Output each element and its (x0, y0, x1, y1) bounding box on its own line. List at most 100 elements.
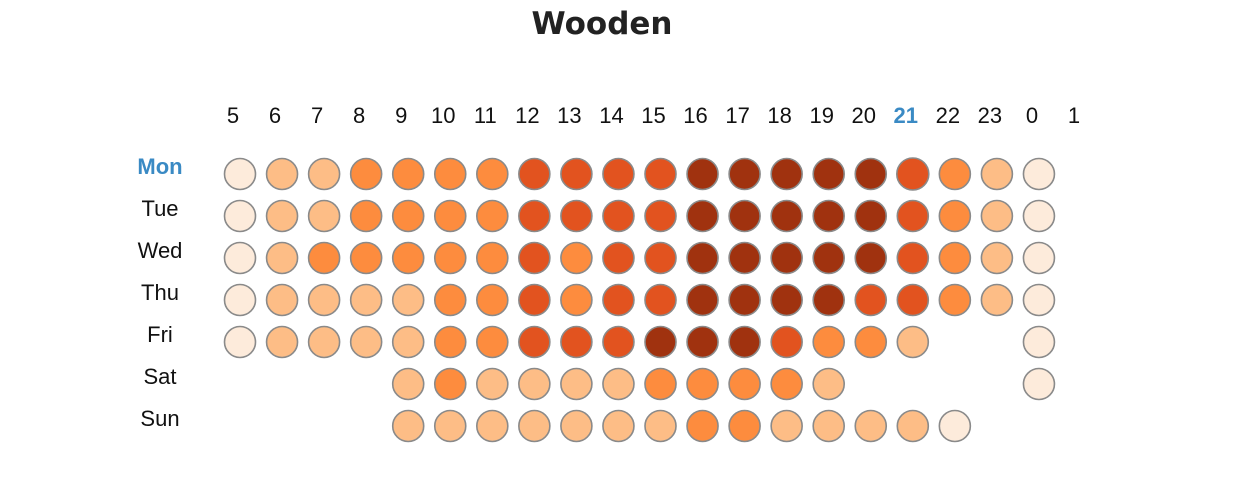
hour-axis: 5 6 7 8 9 10 11 12 13 14 15 16 17 18 19 20 21 22 23 0 1 (227, 103, 1080, 128)
hour-label-22: 22 (936, 103, 960, 128)
cell-fri-7 (307, 325, 341, 359)
cell-mon-14 (602, 157, 635, 191)
cell-wed-6 (265, 241, 299, 275)
cell-thu-18 (770, 283, 803, 317)
cell-sat-11 (475, 367, 509, 401)
cell-mon-0 (1022, 157, 1056, 191)
cell-sat-0 (1022, 367, 1056, 401)
cell-tue-13 (560, 199, 593, 233)
cell-thu-16 (686, 283, 719, 317)
day-label-sat: Sat (143, 364, 176, 389)
cell-sun-19 (812, 409, 846, 443)
hour-label-15: 15 (641, 103, 665, 128)
cell-wed-11 (475, 241, 509, 275)
cell-sat-17 (728, 367, 761, 401)
cell-sun-17 (728, 409, 761, 443)
day-label-tue: Tue (141, 196, 178, 221)
cell-sun-20 (854, 409, 888, 443)
cell-thu-6 (265, 283, 299, 317)
hour-label-18: 18 (767, 103, 791, 128)
cell-sat-12 (518, 367, 551, 401)
cell-sat-9 (391, 367, 425, 401)
cell-tue-10 (433, 199, 467, 233)
cell-thu-15 (644, 283, 677, 317)
cell-mon-18 (770, 157, 803, 191)
cell-wed-17 (728, 241, 761, 275)
cell-sun-16 (686, 409, 719, 443)
cell-tue-9 (391, 199, 425, 233)
hour-label-7: 7 (311, 103, 323, 128)
cell-sun-22 (938, 409, 972, 443)
cell-sat-16 (686, 367, 719, 401)
hour-label-11: 11 (474, 103, 497, 128)
cell-sat-14 (602, 367, 635, 401)
cell-mon-13 (560, 157, 593, 191)
cell-tue-21 (896, 199, 930, 233)
cell-mon-23 (980, 157, 1014, 191)
cell-fri-9 (391, 325, 425, 359)
cell-tue-7 (307, 199, 341, 233)
hour-label-8: 8 (353, 103, 365, 128)
cell-fri-17 (728, 325, 761, 359)
cell-mon-17 (728, 157, 761, 191)
cell-tue-8 (349, 199, 383, 233)
cell-wed-0 (1022, 241, 1056, 275)
cell-fri-5 (223, 325, 257, 359)
cell-fri-13 (560, 325, 593, 359)
cell-thu-12 (518, 283, 551, 317)
cell-fri-14 (602, 325, 635, 359)
hour-label-10: 10 (431, 103, 455, 128)
cell-tue-17 (728, 199, 761, 233)
cell-thu-5 (223, 283, 257, 317)
cell-wed-22 (938, 241, 972, 275)
cell-mon-11 (475, 157, 509, 191)
cell-tue-5 (223, 199, 257, 233)
cell-sun-21 (896, 409, 930, 443)
cell-mon-19 (812, 157, 846, 191)
hour-label-17: 17 (725, 103, 749, 128)
hour-label-1: 1 (1068, 103, 1080, 128)
cell-mon-5 (223, 157, 257, 191)
cell-mon-16 (686, 157, 719, 191)
hour-label-16: 16 (683, 103, 707, 128)
chart-title: Wooden (532, 6, 673, 42)
hour-label-23: 23 (978, 103, 1002, 128)
cell-sun-9 (391, 409, 425, 443)
cell-fri-6 (265, 325, 299, 359)
cell-thu-9 (391, 283, 425, 317)
cell-wed-14 (602, 241, 635, 275)
cell-thu-7 (307, 283, 341, 317)
day-label-thu: Thu (141, 280, 179, 305)
cell-tue-19 (812, 199, 846, 233)
cell-sun-11 (475, 409, 509, 443)
cell-tue-16 (686, 199, 719, 233)
cell-wed-21 (896, 241, 930, 275)
day-label-wed: Wed (138, 238, 183, 263)
cell-mon-7 (307, 157, 341, 191)
cell-thu-14 (602, 283, 635, 317)
cell-fri-12 (518, 325, 551, 359)
punchcard-cells (223, 157, 1056, 443)
day-label-sun: Sun (140, 406, 179, 431)
cell-thu-8 (349, 283, 383, 317)
cell-wed-7 (307, 241, 341, 275)
hour-label-5: 5 (227, 103, 239, 128)
hour-label-0: 0 (1026, 103, 1038, 128)
cell-sun-14 (602, 409, 635, 443)
cell-thu-23 (980, 283, 1014, 317)
cell-wed-19 (812, 241, 846, 275)
cell-thu-10 (433, 283, 467, 317)
cell-thu-20 (854, 283, 888, 317)
cell-sun-13 (560, 409, 593, 443)
cell-wed-13 (560, 241, 593, 275)
hour-label-14: 14 (599, 103, 623, 128)
cell-wed-8 (349, 241, 383, 275)
cell-thu-0 (1022, 283, 1056, 317)
cell-mon-20 (854, 157, 888, 191)
cell-tue-6 (265, 199, 299, 233)
cell-tue-12 (518, 199, 551, 233)
day-label-fri: Fri (147, 322, 173, 347)
cell-fri-0 (1022, 325, 1056, 359)
cell-wed-12 (518, 241, 551, 275)
hour-label-13: 13 (557, 103, 581, 128)
